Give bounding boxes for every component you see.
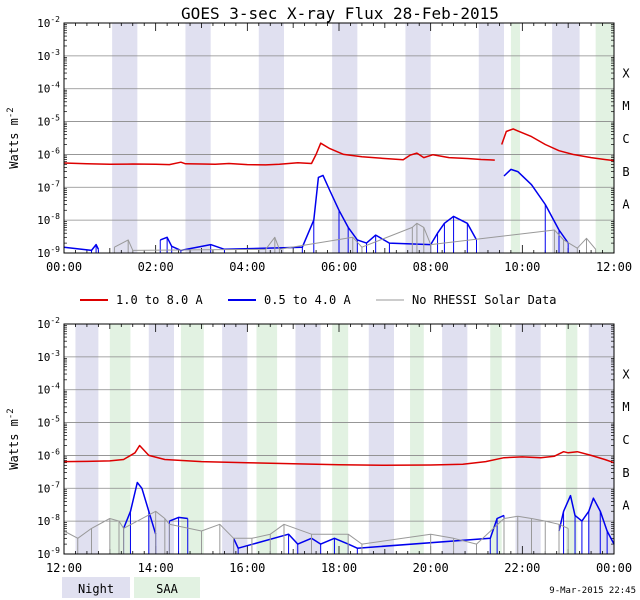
legend-label-no-rhessi: No RHESSI Solar Data [412,293,557,307]
night-band [75,324,99,554]
flare-class-label: C [622,433,629,447]
x-tick-label: 04:00 [229,260,265,274]
y-tick-label: 10-8 [37,513,60,528]
y-tick-label: 10-4 [37,382,60,397]
legend: 1.0 to 8.0 A 0.5 to 4.0 A No RHESSI Sola… [80,293,557,307]
night-band [258,23,284,253]
flare-class-label: B [622,165,629,179]
x-tick-label: 00:00 [596,561,632,575]
series-line-2 [114,222,597,251]
y-axis-label: Watts m-2 [6,408,21,469]
y-axis-label: Watts m-2 [6,107,21,168]
flare-class-label: M [622,400,629,414]
saa-band [410,324,424,554]
saa-band [565,324,578,554]
bottom-panel: 10-2 10-3 10-4 10-5 10-6 10-7 10-8 10-912:00 14:… [6,316,632,575]
y-tick-label: 10-4 [37,81,60,96]
y-tick-label: 10-2 [37,15,60,30]
flare-class-label: A [622,499,630,513]
y-tick-label: 10-5 [37,114,60,129]
saa-band [510,23,521,253]
night-band [295,324,321,554]
x-tick-label: 16:00 [229,561,265,575]
x-tick-label: 02:00 [138,260,174,274]
flare-class-label: C [622,132,629,146]
y-tick-label: 10-7 [37,480,60,495]
night-band [222,324,248,554]
legend-label-long: 1.0 to 8.0 A [116,293,203,307]
y-tick-label: 10-8 [37,212,60,227]
night-band [552,23,580,253]
x-tick-label: 12:00 [596,260,632,274]
x-tick-label: 22:00 [504,561,540,575]
x-tick-label: 12:00 [46,561,82,575]
night-band [405,23,431,253]
y-tick-label: 10-7 [37,179,60,194]
y-tick-label: 10-5 [37,415,60,430]
flare-class-label: X [622,367,630,381]
y-tick-label: 10-3 [37,48,60,63]
flare-class-label: B [622,466,629,480]
flare-class-label: X [622,66,630,80]
x-tick-label: 06:00 [321,260,357,274]
saa-band [595,23,614,253]
night-label: Night [78,582,114,596]
y-tick-label: 10-9 [37,245,60,260]
saa-band [109,324,131,554]
x-tick-label: 20:00 [413,561,449,575]
y-tick-label: 10-6 [37,146,60,161]
saa-band [256,324,278,554]
legend-label-short: 0.5 to 4.0 A [264,293,351,307]
night-band [478,23,504,253]
night-band [442,324,468,554]
x-tick-label: 14:00 [138,561,174,575]
y-tick-label: 10-6 [37,447,60,462]
night-band [588,324,614,554]
night-swatch [62,577,130,598]
plot-frame [63,22,615,254]
night-band [185,23,211,253]
night-band [515,324,541,554]
flare-class-label: M [622,99,629,113]
x-tick-label: 18:00 [321,561,357,575]
series-line-2 [63,510,569,545]
saa-label: SAA [156,582,178,596]
series-line-0 [63,128,615,166]
y-tick-label: 10-2 [37,316,60,331]
x-tick-label: 08:00 [413,260,449,274]
saa-band [180,324,204,554]
plot-frame [63,323,615,555]
footer-timestamp: 9-Mar-2015 22:45 [549,586,636,596]
chart-title: GOES 3-sec X-ray Flux 28-Feb-2015 [181,4,499,23]
top-panel: 10-2 10-3 10-4 10-5 10-6 10-7 10-8 10-900:00 02:… [6,15,632,274]
saa-band [490,324,502,554]
series-line-0 [63,444,615,467]
flare-class-label: A [622,198,630,212]
x-tick-label: 00:00 [46,260,82,274]
night-band [332,23,358,253]
saa-swatch [134,577,200,598]
night-band [368,324,394,554]
saa-band [332,324,349,554]
night-band [148,324,174,554]
night-band [112,23,138,253]
shading-legend: Night SAA [62,577,200,598]
y-tick-label: 10-9 [37,546,60,561]
x-tick-label: 10:00 [504,260,540,274]
y-tick-label: 10-3 [37,349,60,364]
